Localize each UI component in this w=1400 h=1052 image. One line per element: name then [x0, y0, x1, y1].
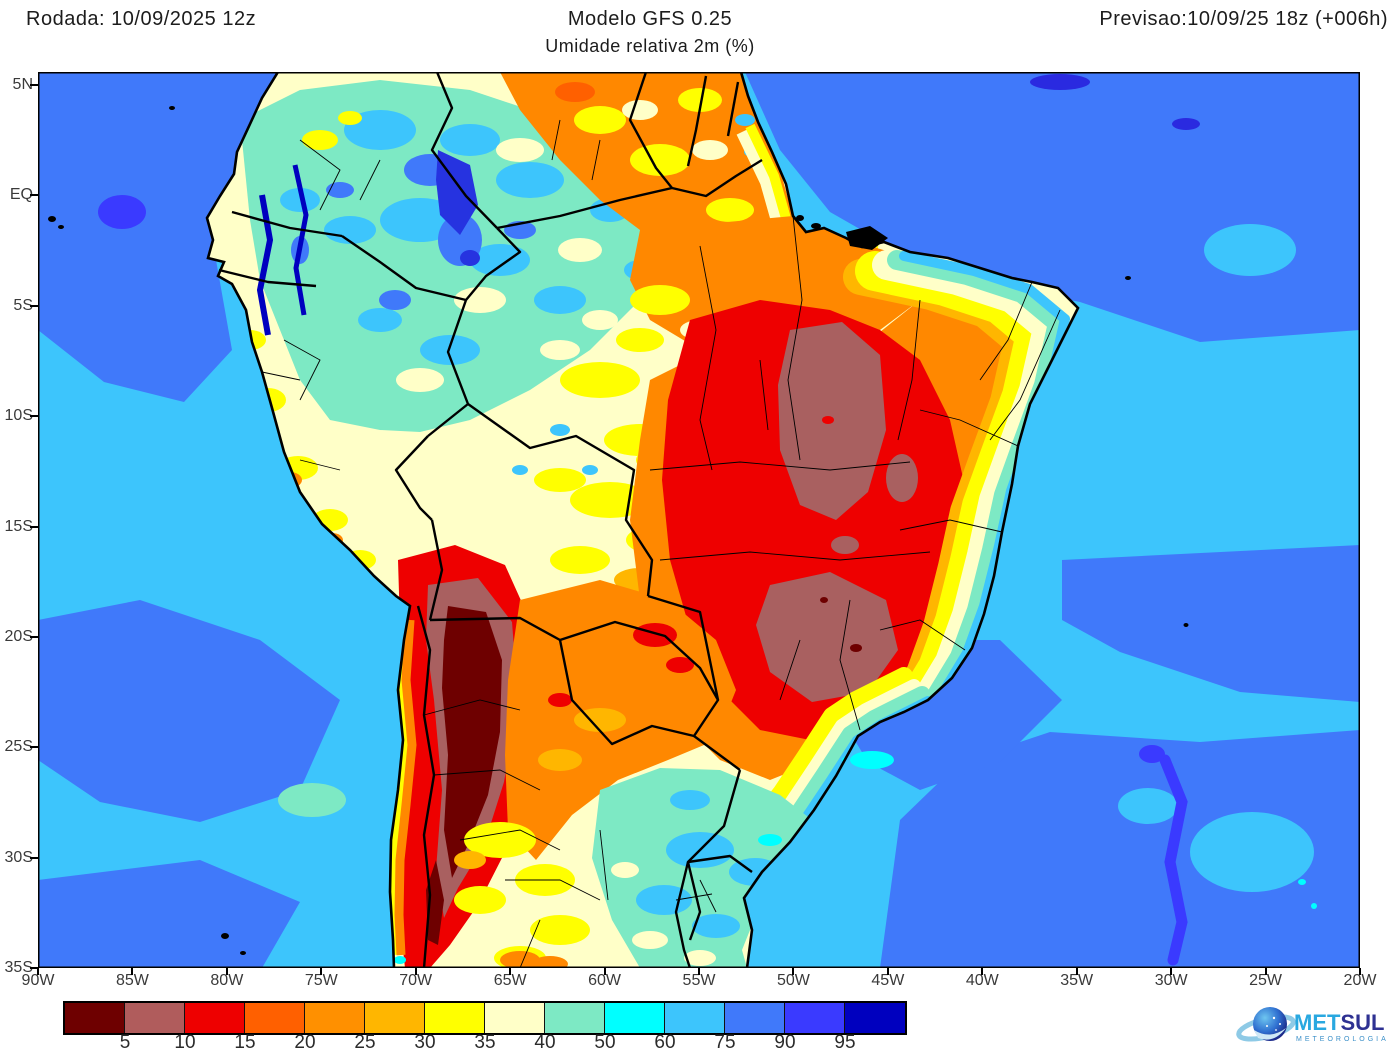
lon-tick-label: 75W [304, 972, 338, 989]
lon-tick-label: 85W [115, 972, 149, 989]
lon-tick-mark [225, 968, 228, 975]
lat-tick-label: 15S [4, 517, 33, 535]
lat-tick-label: 10S [4, 407, 33, 425]
colorbar-boundary-label: 35 [474, 1032, 496, 1052]
colorbar-segment [545, 1003, 605, 1033]
lat-tick-label: EQ [9, 186, 33, 204]
lon-tick-mark [320, 968, 323, 975]
lon-tick-mark [37, 968, 39, 975]
colorbar-segment [125, 1003, 185, 1033]
colorbar-segment [725, 1003, 785, 1033]
lat-tick-mark [30, 84, 38, 86]
lon-tick-mark [509, 968, 512, 975]
lat-tick-label: 20S [4, 627, 33, 645]
colorbar-segment [245, 1003, 305, 1033]
humidity-map [38, 72, 1360, 968]
lon-tick-label: 50W [776, 972, 810, 989]
variable-label: Umidade relativa 2m (%) [545, 36, 755, 56]
lon-tick-mark [1075, 968, 1078, 975]
colorbar-boundary-label: 10 [174, 1032, 196, 1052]
lon-tick-label: 45W [871, 972, 905, 989]
colorbar-segment [605, 1003, 665, 1033]
lon-tick-mark [414, 968, 417, 975]
lat-tick-label: 5S [13, 296, 33, 314]
lon-tick-mark [1264, 968, 1267, 975]
colorbar-segment [305, 1003, 365, 1033]
amazon-delta [796, 215, 888, 250]
lon-tick-label: 80W [210, 972, 244, 989]
colorbar-boundary-label: 25 [354, 1032, 376, 1052]
lon-tick-label: 35W [1060, 972, 1094, 989]
lon-tick-label: 20W [1343, 972, 1377, 989]
lon-tick-mark [1359, 968, 1361, 975]
state-borders [261, 119, 1061, 968]
logo-met-text: MET [1294, 1010, 1341, 1035]
model-label: Modelo GFS 0.25 [567, 8, 733, 30]
lat-tick-mark [30, 415, 38, 418]
colorbar-boundary-label: 30 [414, 1032, 436, 1052]
colorbar-segment [365, 1003, 425, 1033]
metsul-logo: METSUL METEOROLOGIA [1236, 1000, 1394, 1050]
lon-tick-mark [981, 968, 984, 975]
lat-tick-mark [30, 525, 38, 528]
colorbar-boundary-label: 75 [714, 1032, 736, 1052]
colorbar-boundary-label: 95 [834, 1032, 856, 1052]
logo-tagline: METEOROLOGIA [1296, 1036, 1389, 1043]
lat-tick-label: 5N [12, 76, 33, 93]
colorbar-boundary-label: 50 [594, 1032, 616, 1052]
lon-tick-label: 25W [1249, 972, 1283, 989]
lat-tick-label: 25S [4, 738, 33, 756]
lat-tick-mark [30, 635, 38, 638]
humidity-map-svg [38, 72, 1360, 968]
globe-icon [1236, 1007, 1296, 1042]
lat-tick-mark [30, 304, 38, 307]
lat-tick-mark [30, 194, 38, 197]
lon-tick-mark [1170, 968, 1173, 975]
humidity-colorbar: 5 10 15 20 25 30 35 40 50 60 75 90 95 [63, 1001, 907, 1052]
run-label: Rodada: 10/09/2025 12z [26, 8, 257, 30]
svg-text:METSUL: METSUL [1294, 1010, 1384, 1035]
colorbar-boundary-label: 40 [534, 1032, 556, 1052]
colorbar-segment [65, 1003, 125, 1033]
colorbar-segment [485, 1003, 545, 1033]
lat-tick-mark [30, 746, 38, 749]
forecast-label: Previsao:10/09/25 18z (+006h) [1099, 8, 1388, 30]
colorbar-segment [785, 1003, 845, 1033]
colorbar-boundary-label: 15 [234, 1032, 256, 1052]
colorbar-boundary-label: 60 [654, 1032, 676, 1052]
lon-tick-mark [698, 968, 700, 975]
lon-tick-label: 90W [21, 972, 55, 989]
colorbar-boundary-label: 20 [294, 1032, 316, 1052]
lat-tick-mark [30, 967, 38, 969]
colorbar-segment [185, 1003, 245, 1033]
logo-sul-text: SUL [1340, 1010, 1384, 1035]
lon-tick-mark [886, 968, 889, 975]
lon-tick-label: 65W [493, 972, 527, 989]
colorbar-segments [63, 1001, 907, 1035]
lon-tick-label: 60W [588, 972, 622, 989]
lon-tick-mark [603, 968, 606, 975]
colorbar-boundary-label: 90 [774, 1032, 796, 1052]
lat-tick-label: 30S [4, 848, 33, 866]
colorbar-boundary-label: 5 [119, 1032, 131, 1052]
lon-tick-label: 55W [682, 972, 716, 989]
lon-tick-label: 40W [965, 972, 999, 989]
colorbar-segment [665, 1003, 725, 1033]
colorbar-segment [845, 1003, 905, 1033]
lon-tick-label: 30W [1154, 972, 1188, 989]
lat-tick-label: 35S [4, 959, 33, 976]
lon-tick-mark [131, 968, 134, 975]
lat-tick-mark [30, 856, 38, 859]
lon-tick-mark [792, 968, 795, 975]
colorbar-segment [425, 1003, 485, 1033]
lon-tick-label: 70W [399, 972, 433, 989]
